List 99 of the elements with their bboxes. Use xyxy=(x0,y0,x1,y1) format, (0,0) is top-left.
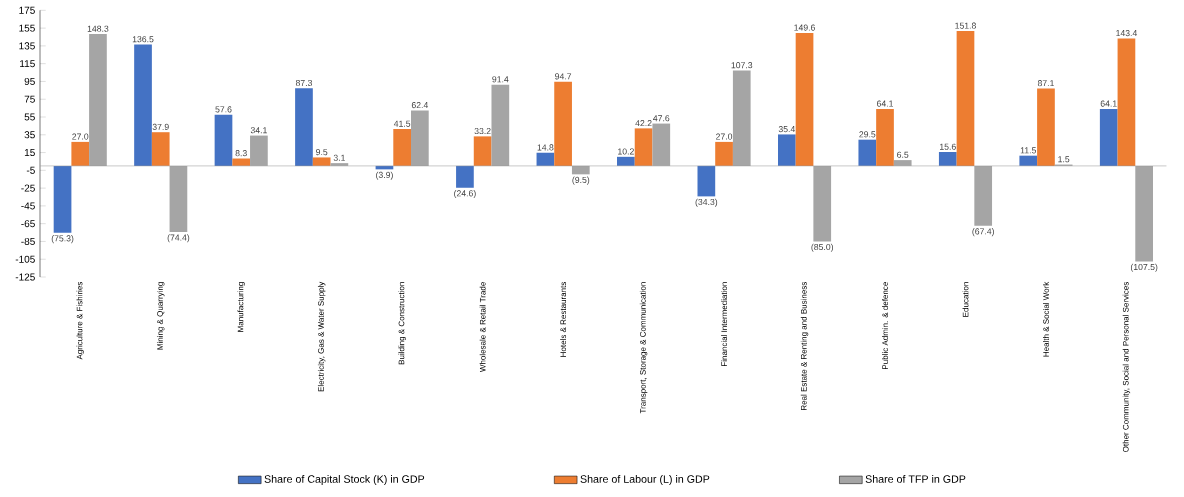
bar xyxy=(1037,88,1055,166)
data-label: 107.3 xyxy=(731,62,753,69)
y-tick-label: 95 xyxy=(24,77,35,85)
data-label: 47.6 xyxy=(653,115,670,122)
data-label: 29.5 xyxy=(859,131,876,138)
bar xyxy=(697,165,716,197)
y-tick-label: 135 xyxy=(19,42,35,50)
y-tick-label: -85 xyxy=(21,237,35,245)
x-tick-label: Public Admin. & defence xyxy=(882,282,888,369)
data-label: 62.4 xyxy=(411,102,429,109)
data-label: 33.2 xyxy=(474,127,491,135)
bar xyxy=(295,88,313,166)
data-label: 143.4 xyxy=(1116,30,1138,37)
data-label: 148.3 xyxy=(87,25,109,32)
data-label: 9.5 xyxy=(316,149,328,156)
data-label: (67.4) xyxy=(972,228,994,237)
data-label: 136.5 xyxy=(132,36,154,43)
y-tick-label: -65 xyxy=(21,220,35,228)
bar xyxy=(1019,155,1038,166)
bar xyxy=(312,157,331,166)
data-label: 91.4 xyxy=(492,76,509,83)
y-tick-label: 175 xyxy=(19,6,35,14)
bar xyxy=(876,108,894,166)
x-tick-label: Hotels & Restaurants xyxy=(560,282,567,357)
data-label: 10.2 xyxy=(618,148,634,155)
data-label: 94.7 xyxy=(555,73,572,80)
y-tick-label: -5 xyxy=(26,166,35,174)
data-label: 64.1 xyxy=(877,100,894,107)
x-tick-label: Financial Intermediation xyxy=(721,282,727,366)
x-tick-label: Manufacturing xyxy=(237,282,245,332)
data-label: (34.3) xyxy=(695,198,718,207)
data-label: 35.4 xyxy=(778,126,795,133)
bar xyxy=(554,81,572,166)
bar xyxy=(53,165,72,233)
bar xyxy=(71,141,90,166)
data-label: (85.0) xyxy=(811,243,834,252)
y-tick-label: -125 xyxy=(15,273,35,281)
bar xyxy=(1099,108,1118,166)
data-label: 1.5 xyxy=(1058,156,1070,163)
data-label: 27.0 xyxy=(716,133,733,140)
data-label: 37.9 xyxy=(152,123,169,130)
y-tick-label: 155 xyxy=(19,24,35,32)
data-label: (24.6) xyxy=(454,190,476,199)
bar xyxy=(1117,38,1136,166)
data-label: 64.1 xyxy=(1100,100,1117,107)
data-label: 42.2 xyxy=(635,120,652,127)
data-label: 11.5 xyxy=(1020,147,1037,154)
data-label: (107.5) xyxy=(1130,263,1158,272)
bar xyxy=(795,32,814,166)
bar xyxy=(393,129,411,166)
data-label: 27.0 xyxy=(72,133,89,140)
data-label: 3.1 xyxy=(333,154,345,161)
legend-label: Share of TFP in GDP xyxy=(865,475,966,483)
y-tick-label: -105 xyxy=(15,255,35,263)
bar xyxy=(456,165,474,188)
data-label: 8.3 xyxy=(235,150,247,157)
legend-label: Share of Capital Stock (K) in GDP xyxy=(264,475,425,485)
x-tick-label: Other Community, Social and Personal Services xyxy=(1122,282,1131,452)
y-tick-label: 15 xyxy=(24,149,35,157)
bar xyxy=(473,136,492,166)
bar xyxy=(214,114,233,166)
y-tick-label: 35 xyxy=(24,131,35,139)
y-tick-label: 115 xyxy=(20,60,35,68)
y-tick-label: -25 xyxy=(21,184,35,192)
data-label: 57.6 xyxy=(215,106,232,113)
x-tick-label: Wholesale & Retail Trade xyxy=(479,282,486,373)
x-tick-label: Mining & Quarrying xyxy=(156,282,165,350)
x-tick-label: Health & Social Work xyxy=(1043,281,1049,357)
data-label: 41.5 xyxy=(393,120,411,127)
y-tick-label: 55 xyxy=(24,113,35,121)
data-label: 34.1 xyxy=(250,127,267,134)
x-tick-label: Transport, Storage & Communication xyxy=(639,282,648,414)
bar xyxy=(634,128,653,166)
bar xyxy=(938,152,957,166)
bar xyxy=(151,132,170,166)
x-tick-label: Agriculture & Fishiries xyxy=(76,282,84,360)
x-tick-label: Real Estate & Renting and Business xyxy=(800,282,809,411)
bar xyxy=(715,141,733,166)
y-tick-label: 75 xyxy=(24,95,35,103)
data-label: 6.5 xyxy=(897,151,909,158)
data-label: 87.1 xyxy=(1037,80,1054,87)
data-label: 87.3 xyxy=(295,79,313,87)
data-label: 149.6 xyxy=(794,24,815,31)
data-label: 14.8 xyxy=(537,144,554,151)
bar xyxy=(956,30,975,166)
data-label: 15.6 xyxy=(940,143,956,150)
data-label: (75.3) xyxy=(51,235,74,244)
data-label: (9.5) xyxy=(572,176,590,185)
y-tick-label: -45 xyxy=(21,202,35,210)
bar xyxy=(858,139,877,166)
legend-label: Share of Labour (L) in GDP xyxy=(580,475,710,485)
bar xyxy=(134,44,152,166)
x-tick-label: Electricity, Gas & Water Supply xyxy=(317,281,326,392)
data-label: (3.9) xyxy=(376,171,393,180)
x-tick-label: Education xyxy=(962,282,969,317)
bar xyxy=(777,134,796,166)
x-tick-label: Building & Construction xyxy=(398,282,406,365)
data-label: (74.4) xyxy=(167,234,190,243)
data-label: 151.8 xyxy=(955,22,976,29)
